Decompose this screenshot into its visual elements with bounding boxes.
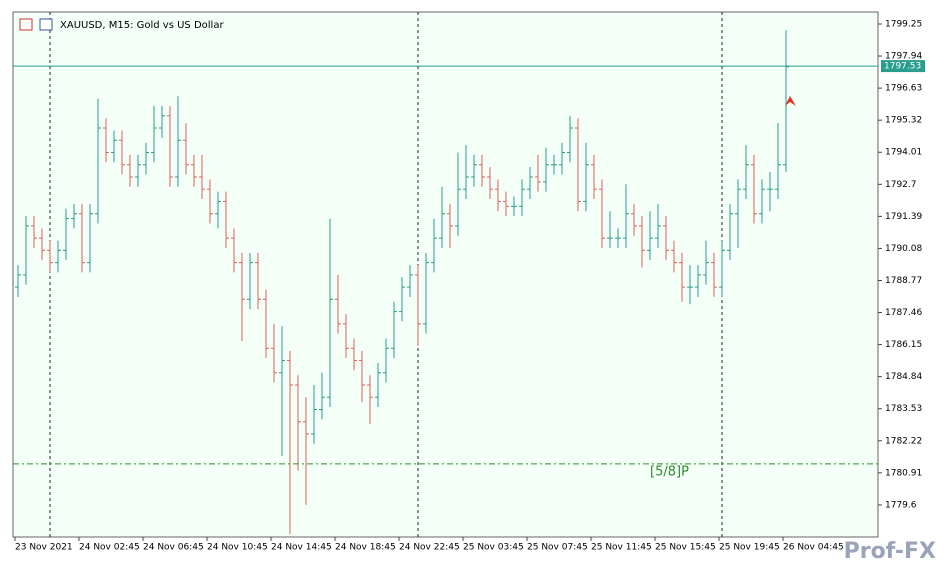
x-tick-label: 23 Nov 2021 xyxy=(15,543,73,553)
x-tick-label: 24 Nov 10:45 xyxy=(207,543,268,553)
x-tick-label: 25 Nov 11:45 xyxy=(591,543,652,553)
level-label: [5/8]P xyxy=(650,464,689,479)
x-tick-label: 24 Nov 02:45 xyxy=(79,543,140,553)
icon[interactable] xyxy=(19,18,33,31)
y-tick-label: 1790.08 xyxy=(885,244,922,254)
y-tick-label: 1796.63 xyxy=(885,84,922,94)
y-tick-label: 1784.84 xyxy=(885,372,922,382)
y-tick-label: 1779.6 xyxy=(885,500,917,510)
y-tick-label: 1782.22 xyxy=(885,436,922,446)
y-tick-label: 1788.77 xyxy=(885,276,922,286)
y-tick-label: 1797.94 xyxy=(885,52,922,62)
chart-title: XAUUSD, M15: Gold vs US Dollar xyxy=(60,20,224,31)
x-tick-label: 25 Nov 03:45 xyxy=(463,543,524,553)
y-tick-label: 1795.32 xyxy=(885,116,922,126)
signal-arrow xyxy=(785,96,796,106)
x-tick-label: 26 Nov 04:45 xyxy=(783,543,844,553)
y-tick-label: 1791.39 xyxy=(885,212,922,222)
x-tick-label: 24 Nov 06:45 xyxy=(143,543,204,553)
x-tick-label: 24 Nov 18:45 xyxy=(335,543,396,553)
last-price-box xyxy=(881,60,925,73)
icon[interactable] xyxy=(39,18,53,31)
x-tick-label: 25 Nov 07:45 xyxy=(527,543,588,553)
watermark: Prof-FX xyxy=(844,539,936,564)
y-tick-label: 1794.01 xyxy=(885,148,922,158)
toolbar-icons xyxy=(19,18,53,31)
x-tick-label: 25 Nov 19:45 xyxy=(719,543,780,553)
y-tick-label: 1786.15 xyxy=(885,340,922,350)
y-tick-label: 1780.91 xyxy=(885,468,922,478)
x-tick-label: 24 Nov 22:45 xyxy=(399,543,460,553)
x-tick-label: 25 Nov 15:45 xyxy=(655,543,716,553)
y-tick-label: 1799.25 xyxy=(885,19,922,29)
plot-area xyxy=(12,11,879,538)
y-tick-label: 1783.53 xyxy=(885,404,922,414)
y-tick-label: 1792.7 xyxy=(885,180,917,190)
last-price-label: 1797.53 xyxy=(884,62,921,72)
x-tick-label: 24 Nov 14:45 xyxy=(271,543,332,553)
y-tick-label: 1787.46 xyxy=(885,308,922,318)
